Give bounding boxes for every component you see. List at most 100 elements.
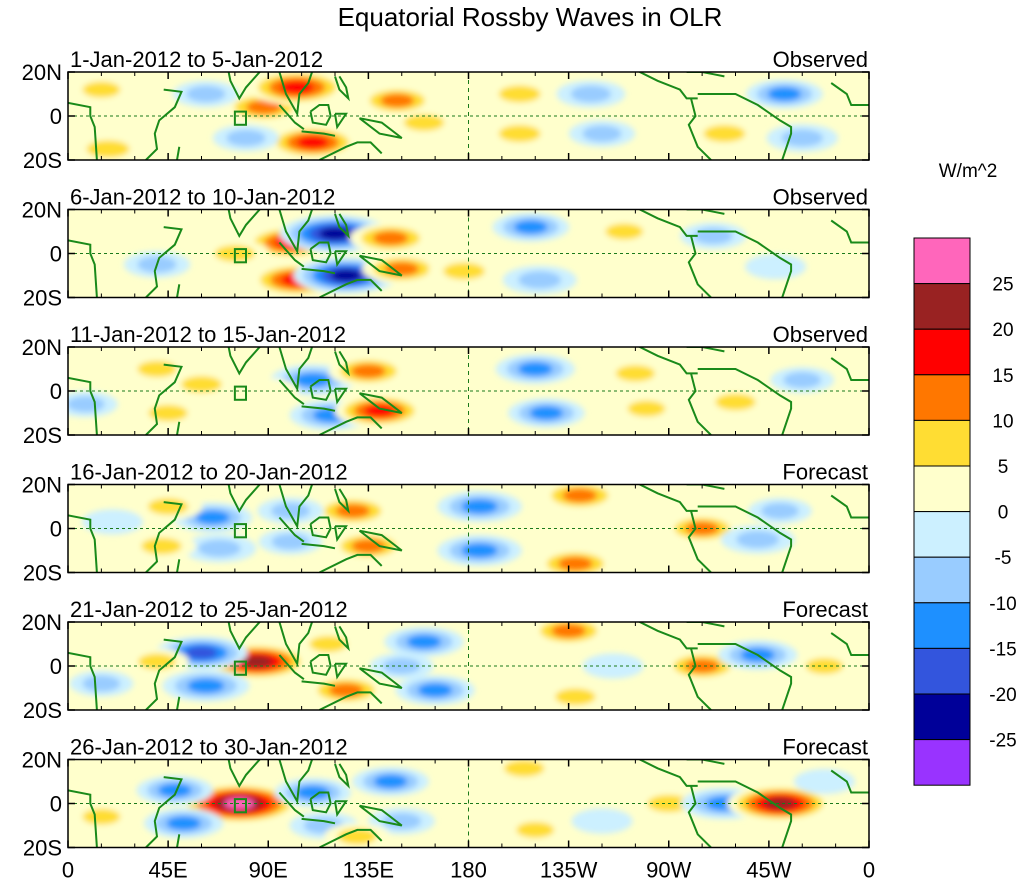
panel-period-label: 1-Jan-2012 to 5-Jan-2012 bbox=[70, 47, 323, 72]
contour-level bbox=[280, 80, 315, 94]
y-tick-label: 20S bbox=[23, 836, 62, 861]
colorbar-box bbox=[913, 465, 971, 513]
coastline-segment bbox=[830, 357, 869, 381]
coastline-segment bbox=[334, 625, 350, 652]
coastline-segment bbox=[278, 104, 305, 131]
anomaly-center bbox=[359, 86, 436, 116]
contour-level bbox=[187, 678, 225, 694]
contour-level bbox=[148, 404, 188, 422]
coastline-segment bbox=[358, 529, 403, 552]
anomaly-center bbox=[437, 491, 522, 522]
anomaly-field bbox=[69, 759, 855, 848]
coastline-segment bbox=[278, 516, 305, 543]
anomaly-center bbox=[274, 777, 352, 808]
colorbar-tick-label: -20 bbox=[989, 685, 1016, 706]
colorbar-tick-label: -15 bbox=[989, 639, 1016, 660]
colorbar-box bbox=[913, 419, 971, 467]
coastline-segment bbox=[145, 501, 183, 573]
coastline-segment bbox=[697, 643, 793, 710]
anomaly-center bbox=[766, 124, 838, 152]
coastline-segment bbox=[830, 632, 869, 656]
coastline-segment bbox=[637, 759, 698, 787]
coastline-segment bbox=[358, 254, 403, 277]
anomaly-center bbox=[495, 354, 575, 384]
anomaly-center bbox=[688, 119, 761, 148]
coastline-segment bbox=[687, 235, 712, 298]
coastline-segment bbox=[309, 379, 332, 401]
coastline-segment bbox=[358, 392, 403, 414]
coastline-segment bbox=[227, 622, 261, 651]
contour-level bbox=[351, 539, 386, 553]
coastline-segment bbox=[334, 75, 350, 102]
coastline-segment bbox=[358, 804, 403, 827]
panel-kind-label: Observed bbox=[773, 322, 868, 347]
coastline-segment bbox=[309, 104, 332, 126]
colorbar-tick-label: 15 bbox=[992, 366, 1013, 387]
anomaly-center bbox=[492, 212, 570, 242]
coastline-segment bbox=[278, 791, 305, 818]
contour-level bbox=[337, 828, 377, 845]
panel-period-label: 26-Jan-2012 to 30-Jan-2012 bbox=[70, 735, 348, 760]
coastline-segment bbox=[334, 350, 350, 377]
contour-level bbox=[166, 816, 201, 831]
anomaly-center bbox=[540, 484, 620, 511]
coastline-segment bbox=[334, 800, 348, 818]
anomaly-center bbox=[720, 525, 795, 554]
coastline-segment bbox=[358, 667, 403, 689]
contour-level bbox=[529, 406, 564, 420]
contour-level bbox=[684, 659, 720, 673]
coastline-segment bbox=[227, 484, 261, 513]
anomaly-center bbox=[602, 360, 669, 387]
contour-level bbox=[570, 85, 612, 103]
colorbar-box bbox=[913, 647, 971, 695]
coastline-segment bbox=[309, 654, 332, 676]
contour-level bbox=[373, 774, 408, 789]
anomaly-center bbox=[69, 670, 134, 697]
reference-box bbox=[233, 523, 247, 539]
contour-level bbox=[195, 510, 230, 525]
contour-level bbox=[147, 498, 189, 515]
coastline-segment bbox=[686, 347, 725, 353]
anomaly-center bbox=[748, 497, 812, 524]
anomaly-center bbox=[182, 534, 257, 563]
contour-level bbox=[582, 258, 644, 284]
coastlines bbox=[68, 347, 869, 435]
coastline-segment bbox=[68, 651, 98, 710]
coastline-segment bbox=[301, 542, 336, 550]
contour-level bbox=[68, 396, 105, 413]
contour-level bbox=[82, 81, 121, 98]
anomaly-center bbox=[502, 265, 577, 295]
coastline-segment bbox=[278, 347, 314, 392]
y-tick-label: 20N bbox=[22, 198, 62, 223]
anomaly-center bbox=[701, 388, 770, 416]
colorbar-tick-label: 25 bbox=[992, 275, 1013, 296]
coastline-segment bbox=[358, 117, 403, 139]
anomaly-center bbox=[82, 509, 143, 535]
contour-level bbox=[181, 376, 222, 393]
coastline-segment bbox=[301, 130, 336, 137]
coastline-segment bbox=[318, 828, 383, 848]
coastline-segment bbox=[227, 72, 261, 101]
coastline-segment bbox=[686, 759, 725, 765]
anomaly-center bbox=[483, 119, 556, 148]
coastline-segment bbox=[318, 141, 383, 160]
anomaly-center bbox=[133, 492, 203, 521]
coastline-segment bbox=[318, 278, 383, 298]
contour-level bbox=[241, 655, 273, 668]
colorbar-box bbox=[913, 602, 971, 649]
anomaly-center bbox=[529, 622, 609, 646]
coastline-segment bbox=[145, 88, 183, 160]
contour-level bbox=[571, 808, 633, 834]
coastline-segment bbox=[301, 680, 336, 687]
anomaly-center bbox=[389, 109, 459, 137]
y-tick-label: 0 bbox=[50, 792, 62, 817]
coastline-segment bbox=[318, 691, 383, 710]
panel-period-label: 6-Jan-2012 to 10-Jan-2012 bbox=[70, 185, 335, 210]
panels-group: 20N 0 20S 1-Jan-2012 to 5-Jan-2012 Observed 2… bbox=[22, 47, 870, 861]
contour-level bbox=[498, 85, 541, 103]
panel-kind-label: Observed bbox=[773, 47, 868, 72]
reference-box bbox=[233, 110, 247, 126]
anomaly-center bbox=[247, 72, 348, 105]
x-tick-label: 180 bbox=[450, 858, 487, 883]
anomaly-center bbox=[556, 80, 626, 108]
